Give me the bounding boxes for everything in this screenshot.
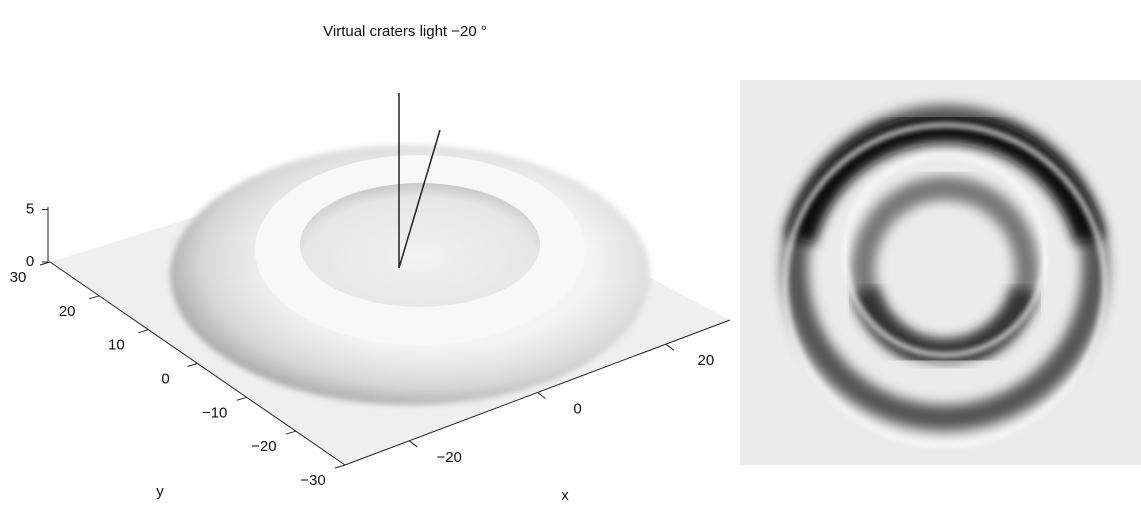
y-axis-label: y bbox=[156, 483, 164, 500]
x-tick-label: −20 bbox=[436, 449, 461, 466]
y-tick bbox=[138, 330, 148, 333]
x-tick-label: 0 bbox=[573, 400, 581, 417]
y-tick bbox=[237, 397, 247, 400]
x-tick bbox=[409, 441, 417, 447]
y-tick bbox=[89, 296, 99, 299]
y-tick bbox=[286, 431, 296, 434]
y-tick-label: −30 bbox=[300, 472, 325, 489]
y-tick-label: −20 bbox=[251, 438, 276, 455]
x-axis-label: x bbox=[561, 487, 569, 504]
chart: Virtual craters light −20 ° y x 30 20 10 0 −… bbox=[0, 0, 1141, 506]
z-tick-label: 5 bbox=[26, 200, 34, 217]
y-tick bbox=[188, 364, 198, 367]
x-tick-label: 20 bbox=[697, 352, 714, 369]
shaded-image bbox=[740, 80, 1141, 465]
chart-title: Virtual craters light −20 ° bbox=[323, 23, 487, 40]
y-tick-label: 30 bbox=[10, 269, 27, 286]
y-tick-label: −10 bbox=[202, 404, 227, 421]
x-tick bbox=[538, 393, 546, 399]
y-tick-label: 0 bbox=[161, 370, 169, 387]
z-tick-label: 0 bbox=[26, 253, 34, 270]
x-tick bbox=[666, 344, 674, 350]
page: {"chart_data": {"type": "surface", "titl… bbox=[0, 0, 1141, 511]
y-tick-label: 20 bbox=[59, 303, 76, 320]
y-tick bbox=[335, 465, 345, 468]
y-tick-label: 10 bbox=[108, 337, 125, 354]
crater-bowl bbox=[300, 183, 540, 307]
